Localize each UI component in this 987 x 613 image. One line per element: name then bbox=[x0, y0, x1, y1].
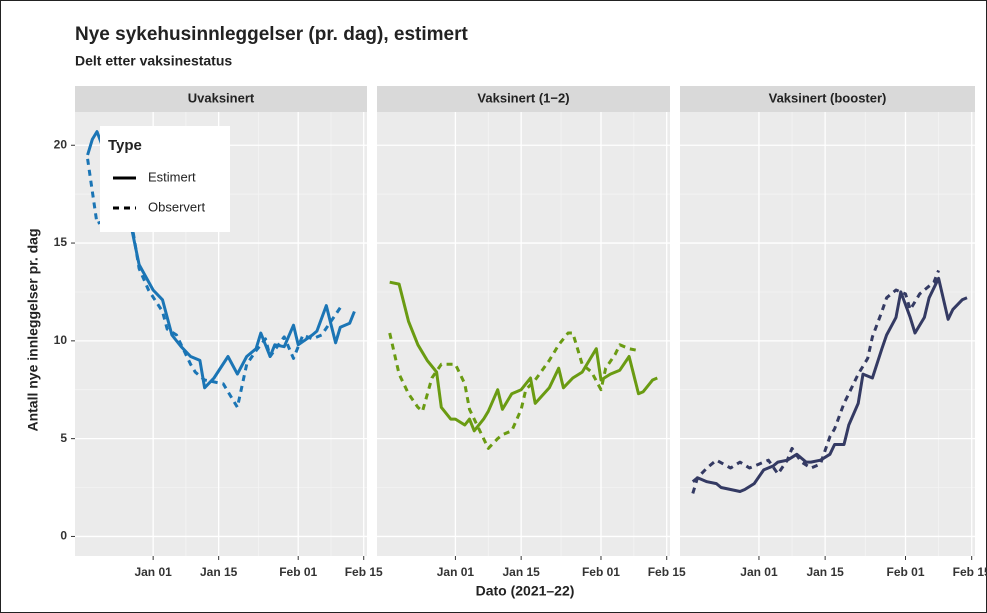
strip bbox=[75, 86, 367, 112]
x-tick-label: Jan 01 bbox=[134, 565, 172, 579]
chart-title: Nye sykehusinnleggelser (pr. dag), estim… bbox=[75, 24, 468, 45]
y-tick-label: 0 bbox=[60, 529, 67, 543]
y-axis-title: Antall nye innleggelser pr. dag bbox=[25, 228, 41, 431]
legend-label: Estimert bbox=[148, 169, 196, 184]
y-tick-label: 10 bbox=[54, 333, 68, 347]
x-axis-title: Dato (2021–22) bbox=[476, 583, 575, 599]
x-tick-label: Feb 01 bbox=[886, 565, 924, 579]
x-tick-label: Jan 01 bbox=[740, 565, 778, 579]
x-tick-label: Jan 15 bbox=[806, 565, 844, 579]
strip-label: Vaksinert (1−2) bbox=[477, 90, 569, 105]
strip bbox=[377, 86, 670, 112]
x-tick-label: Jan 15 bbox=[502, 565, 540, 579]
series-line bbox=[691, 269, 940, 494]
chart-subtitle: Delt etter vaksinestatus bbox=[75, 53, 232, 69]
x-tick-label: Jan 01 bbox=[437, 565, 475, 579]
series-line bbox=[86, 158, 342, 409]
series-line bbox=[86, 130, 356, 390]
strip-label: Vaksinert (booster) bbox=[769, 90, 887, 105]
y-tick-label: 20 bbox=[54, 137, 68, 151]
series-line bbox=[691, 276, 968, 493]
panel-background bbox=[680, 112, 975, 556]
series-line bbox=[388, 331, 639, 450]
x-tick-label: Feb 01 bbox=[279, 565, 317, 579]
x-tick-label: Feb 15 bbox=[648, 565, 686, 579]
y-tick-label: 15 bbox=[54, 235, 68, 249]
x-tick-label: Feb 15 bbox=[953, 565, 987, 579]
series-line bbox=[389, 280, 658, 433]
x-tick-label: Jan 15 bbox=[200, 565, 238, 579]
y-tick-label: 5 bbox=[60, 431, 67, 445]
panel-background bbox=[377, 112, 670, 556]
legend-label: Observert bbox=[148, 199, 205, 214]
strip-label: Uvaksinert bbox=[188, 90, 255, 105]
strip bbox=[680, 86, 975, 112]
x-tick-label: Feb 15 bbox=[345, 565, 383, 579]
legend-title: Type bbox=[108, 137, 142, 154]
x-tick-label: Feb 01 bbox=[582, 565, 620, 579]
